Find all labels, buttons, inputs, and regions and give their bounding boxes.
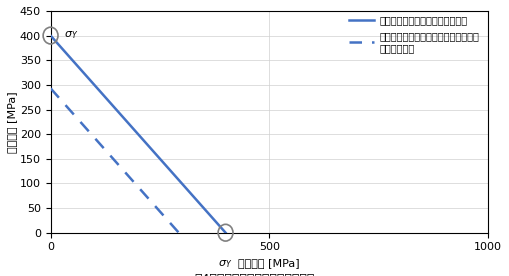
Legend: 塑性変形するかしないかの限界線, 安全率を考慮した塑性変形するかしな
いかの限界線: 塑性変形するかしないかの限界線, 安全率を考慮した塑性変形するかしな いかの限界…: [346, 11, 483, 57]
Y-axis label: 応力振幅 [MPa]: 応力振幅 [MPa]: [7, 91, 17, 153]
Text: $\sigma_Y$: $\sigma_Y$: [218, 258, 233, 270]
Text: 図4　塑性変形の有無を調べる線図: 図4 塑性変形の有無を調べる線図: [194, 273, 315, 276]
Text: $\sigma_Y$: $\sigma_Y$: [64, 30, 78, 41]
X-axis label: 平均応力 [MPa]: 平均応力 [MPa]: [239, 258, 300, 268]
